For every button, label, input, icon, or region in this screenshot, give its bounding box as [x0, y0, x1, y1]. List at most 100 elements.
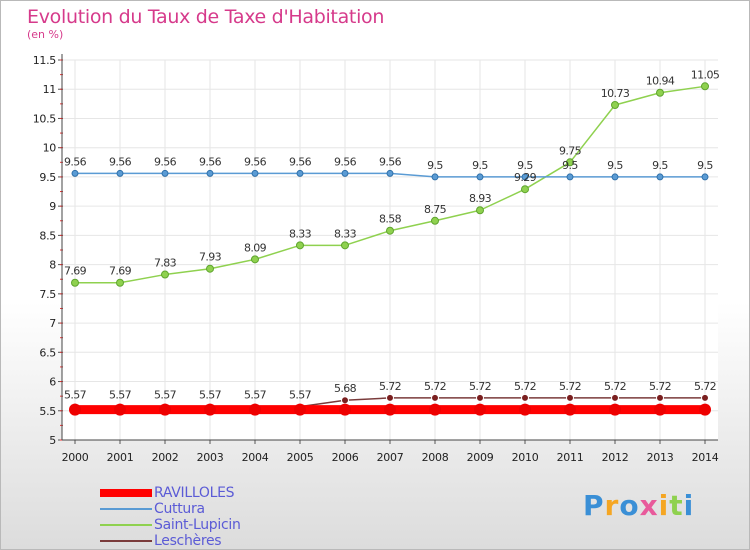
data-point-lesch-res	[566, 393, 574, 402]
data-label-lesch-res: 5.72	[649, 380, 671, 393]
data-label-lesch-res: 5.57	[64, 389, 87, 402]
data-label-saint-lupicin: 7.93	[199, 251, 222, 264]
data-label-saint-lupicin: 8.33	[289, 227, 312, 240]
data-point-saint-lupicin	[71, 278, 79, 287]
data-label-cuttura: 9.5	[697, 159, 713, 172]
data-point-ravilloles	[519, 403, 531, 416]
legend-label-saint-lupicin: Saint-Lupicin	[154, 517, 241, 533]
data-label-lesch-res: 5.72	[424, 380, 446, 393]
legend-item-saint-lupicin: Saint-Lupicin	[100, 517, 360, 533]
x-tick-label: 2009	[467, 451, 494, 464]
y-tick-label: 7	[49, 317, 56, 330]
data-label-cuttura: 9.5	[652, 159, 668, 172]
x-tick-label: 2014	[692, 451, 719, 464]
data-point-lesch-res	[386, 393, 394, 402]
data-point-cuttura	[116, 169, 124, 177]
x-tick-label: 2012	[602, 451, 629, 464]
x-tick-label: 2001	[107, 451, 134, 464]
data-point-cuttura	[656, 173, 664, 181]
data-point-saint-lupicin	[251, 255, 259, 264]
data-point-cuttura	[611, 173, 619, 181]
y-tick-label: 5.5	[39, 405, 56, 418]
chart-title: Evolution du Taux de Taxe d'Habitation	[27, 6, 385, 28]
data-point-cuttura	[386, 169, 394, 177]
data-point-cuttura	[566, 173, 574, 181]
data-point-saint-lupicin	[341, 241, 349, 250]
data-point-lesch-res	[476, 393, 484, 402]
y-tick-label: 9.5	[39, 171, 56, 184]
data-label-lesch-res: 5.72	[514, 380, 536, 393]
data-point-cuttura	[341, 169, 349, 177]
data-label-lesch-res: 5.57	[109, 389, 132, 402]
data-label-cuttura: 9.5	[472, 159, 488, 172]
data-point-ravilloles	[114, 403, 126, 416]
data-point-ravilloles	[474, 403, 486, 416]
data-point-ravilloles	[384, 403, 396, 416]
x-tick-label: 2010	[512, 451, 539, 464]
data-point-cuttura	[431, 173, 439, 181]
data-label-saint-lupicin: 7.83	[154, 257, 177, 270]
data-label-lesch-res: 5.57	[154, 389, 177, 402]
data-point-lesch-res	[341, 396, 349, 405]
data-point-cuttura	[251, 169, 259, 177]
y-tick-label: 7.5	[39, 288, 56, 301]
data-point-lesch-res	[431, 393, 439, 402]
legend-swatch-saint-lupicin	[100, 524, 152, 526]
x-tick-label: 2002	[152, 451, 179, 464]
data-point-cuttura	[206, 169, 214, 177]
data-label-saint-lupicin: 8.58	[379, 213, 402, 226]
data-point-cuttura	[71, 169, 79, 177]
data-point-saint-lupicin	[521, 185, 529, 194]
legend-label-lescheres: Leschères	[154, 533, 222, 549]
data-point-cuttura	[161, 169, 169, 177]
legend-item-ravilloles: RAVILLOLES	[100, 485, 360, 501]
data-point-saint-lupicin	[116, 278, 124, 287]
data-label-cuttura: 9.56	[154, 155, 177, 168]
data-label-cuttura: 9.56	[199, 155, 222, 168]
legend-swatch-lescheres	[100, 540, 152, 542]
data-point-cuttura	[521, 173, 529, 181]
y-tick-label: 11.5	[33, 54, 57, 67]
data-point-ravilloles	[429, 403, 441, 416]
data-point-saint-lupicin	[296, 241, 304, 250]
legend-label-ravilloles: RAVILLOLES	[154, 485, 235, 501]
legend: RAVILLOLES Cuttura Saint-Lupicin Leschèr…	[100, 485, 360, 549]
data-point-ravilloles	[294, 403, 306, 416]
data-label-lesch-res: 5.57	[199, 389, 222, 402]
data-label-lesch-res: 5.72	[379, 380, 401, 393]
data-label-cuttura: 9.56	[244, 155, 267, 168]
data-label-saint-lupicin: 9.29	[514, 171, 537, 184]
y-tick-label: 8	[49, 259, 56, 272]
data-point-saint-lupicin	[431, 216, 439, 225]
data-point-lesch-res	[611, 393, 619, 402]
chart-subtitle: (en %)	[27, 28, 64, 41]
x-tick-label: 2000	[62, 451, 89, 464]
data-point-ravilloles	[159, 403, 171, 416]
data-point-ravilloles	[609, 403, 621, 416]
data-label-saint-lupicin: 10.94	[646, 75, 675, 88]
y-tick-label: 10	[43, 142, 57, 155]
legend-item-cuttura: Cuttura	[100, 501, 360, 517]
data-label-lesch-res: 5.57	[244, 389, 267, 402]
legend-swatch-ravilloles	[100, 489, 152, 497]
data-label-saint-lupicin: 11.05	[691, 68, 720, 81]
data-label-cuttura: 9.5	[562, 159, 578, 172]
x-tick-label: 2004	[242, 451, 269, 464]
data-point-ravilloles	[654, 403, 666, 416]
data-point-ravilloles	[564, 403, 576, 416]
data-point-ravilloles	[339, 403, 351, 416]
legend-label-cuttura: Cuttura	[154, 501, 205, 517]
data-point-cuttura	[296, 169, 304, 177]
data-point-lesch-res	[701, 393, 709, 402]
data-point-cuttura	[476, 173, 484, 181]
y-tick-label: 9	[49, 200, 56, 213]
data-label-lesch-res: 5.72	[469, 380, 491, 393]
y-tick-label: 5	[49, 434, 56, 447]
data-label-saint-lupicin: 9.75	[559, 144, 582, 157]
data-point-saint-lupicin	[566, 158, 574, 167]
legend-item-lescheres: Leschères	[100, 533, 360, 549]
data-label-lesch-res: 5.57	[289, 389, 312, 402]
data-point-lesch-res	[521, 393, 529, 402]
data-label-lesch-res: 5.72	[604, 380, 626, 393]
data-label-cuttura: 9.5	[607, 159, 623, 172]
